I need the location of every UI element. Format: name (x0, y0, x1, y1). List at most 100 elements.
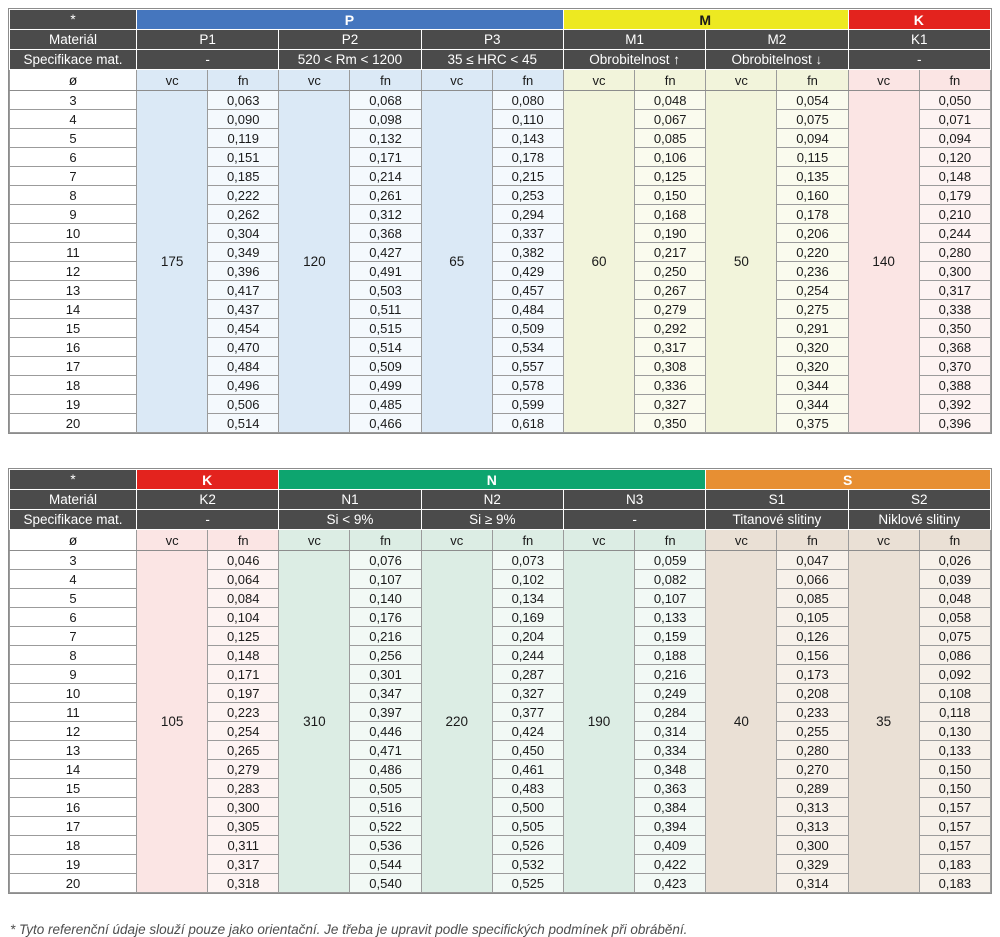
diameter-cell: 14 (9, 759, 137, 779)
material-header-N2: N2 (420, 489, 564, 510)
fn-value-P3: 0,080 (491, 90, 564, 110)
material-row-label: Materiál (9, 29, 137, 50)
table-row: 16 0,300 0,516 0,500 0,384 0,313 0,157 (9, 797, 992, 817)
cutting-data-table-pmk: * P M K Materiál P1 P2 P3 M1 M2 K1 Specifikace mat.… (8, 8, 992, 434)
table-row: 18 0,496 0,499 0,578 0,336 0,344 0,388 (9, 375, 992, 395)
fn-value-P2: 0,466 (349, 413, 422, 433)
fn-value-N3: 0,394 (634, 816, 707, 836)
fn-value-S2: 0,092 (918, 664, 992, 684)
fn-value-P3: 0,557 (491, 356, 564, 376)
fn-value-N2: 0,244 (491, 645, 564, 665)
material-header-M1: M1 (562, 29, 707, 50)
fn-value-N1: 0,505 (349, 778, 422, 798)
fn-value-P1: 0,119 (207, 128, 280, 148)
group-header-S: S (705, 469, 991, 490)
fn-value-P1: 0,514 (207, 413, 280, 433)
fn-value-N1: 0,076 (349, 550, 422, 570)
vc-value-P2: 120 (278, 90, 351, 433)
diameter-cell: 15 (9, 778, 137, 798)
vc-header-P3: vc (420, 69, 493, 91)
fn-value-K1: 0,244 (918, 223, 992, 243)
diameter-cell: 19 (9, 854, 137, 874)
fn-value-S1: 0,233 (776, 702, 849, 722)
spec-cell-S2: Niklové slitiny (847, 509, 992, 530)
fn-header-S2: fn (918, 529, 992, 551)
table-row: 18 0,311 0,536 0,526 0,409 0,300 0,157 (9, 835, 992, 855)
fn-value-P2: 0,427 (349, 242, 422, 262)
fn-value-S1: 0,066 (776, 569, 849, 589)
fn-header-P1: fn (207, 69, 280, 91)
vc-header-S1: vc (705, 529, 778, 551)
fn-value-S2: 0,157 (918, 835, 992, 855)
fn-value-N3: 0,363 (634, 778, 707, 798)
fn-value-M2: 0,206 (776, 223, 849, 243)
spec-cell-N1: Si < 9% (278, 509, 422, 530)
diameter-cell: 5 (9, 588, 137, 608)
fn-value-P2: 0,368 (349, 223, 422, 243)
table-row: 20 0,318 0,540 0,525 0,423 0,314 0,183 (9, 873, 992, 893)
fn-value-N3: 0,133 (634, 607, 707, 627)
fn-value-P1: 0,437 (207, 299, 280, 319)
table-row: 19 0,506 0,485 0,599 0,327 0,344 0,392 (9, 394, 992, 414)
fn-value-N1: 0,140 (349, 588, 422, 608)
fn-value-N2: 0,102 (491, 569, 564, 589)
fn-value-S1: 0,047 (776, 550, 849, 570)
fn-value-S1: 0,280 (776, 740, 849, 760)
fn-value-M2: 0,275 (776, 299, 849, 319)
fn-value-S2: 0,157 (918, 816, 992, 836)
group-header-P: P (136, 9, 564, 30)
fn-value-N1: 0,522 (349, 816, 422, 836)
fn-value-S2: 0,026 (918, 550, 992, 570)
fn-value-N1: 0,347 (349, 683, 422, 703)
fn-value-P1: 0,396 (207, 261, 280, 281)
fn-value-K2: 0,317 (207, 854, 280, 874)
fn-header-M2: fn (776, 69, 849, 91)
fn-value-N3: 0,348 (634, 759, 707, 779)
material-header-K1: K1 (847, 29, 992, 50)
fn-value-P3: 0,110 (491, 109, 564, 129)
fn-value-N2: 0,073 (491, 550, 564, 570)
fn-value-K2: 0,265 (207, 740, 280, 760)
fn-value-M1: 0,292 (634, 318, 707, 338)
fn-value-S2: 0,133 (918, 740, 992, 760)
material-header-S1: S1 (705, 489, 849, 510)
fn-value-K2: 0,064 (207, 569, 280, 589)
fn-value-M1: 0,336 (634, 375, 707, 395)
table-row: 12 0,254 0,446 0,424 0,314 0,255 0,130 (9, 721, 992, 741)
fn-value-K1: 0,368 (918, 337, 992, 357)
fn-value-P2: 0,511 (349, 299, 422, 319)
spec-cell-S1: Titanové slitiny (705, 509, 849, 530)
table-row: 15 0,283 0,505 0,483 0,363 0,289 0,150 (9, 778, 992, 798)
fn-value-K1: 0,094 (918, 128, 992, 148)
fn-value-S1: 0,270 (776, 759, 849, 779)
table-row: 14 0,279 0,486 0,461 0,348 0,270 0,150 (9, 759, 992, 779)
fn-value-S1: 0,289 (776, 778, 849, 798)
fn-value-P2: 0,261 (349, 185, 422, 205)
fn-value-K2: 0,104 (207, 607, 280, 627)
fn-value-K2: 0,223 (207, 702, 280, 722)
vc-value-K2: 105 (135, 550, 209, 893)
diameter-cell: 17 (9, 816, 137, 836)
vc-value-P3: 65 (420, 90, 493, 433)
diameter-cell: 18 (9, 375, 137, 395)
table-row: 3 105 0,046 310 0,076 220 0,073 190 0,059 40 0,047… (9, 550, 992, 893)
diameter-cell: 3 (9, 550, 137, 570)
fn-value-N2: 0,525 (491, 873, 564, 893)
fn-value-N3: 0,159 (634, 626, 707, 646)
spec-cell-M2: Obrobitelnost ↓ (705, 49, 849, 70)
spec-cell-M1: Obrobitelnost ↑ (562, 49, 707, 70)
fn-value-M1: 0,217 (634, 242, 707, 262)
fn-value-P1: 0,506 (207, 394, 280, 414)
fn-value-N1: 0,216 (349, 626, 422, 646)
fn-value-P2: 0,514 (349, 337, 422, 357)
diameter-cell: 20 (9, 873, 137, 893)
fn-header-N3: fn (634, 529, 707, 551)
material-header-P1: P1 (135, 29, 280, 50)
fn-value-P2: 0,098 (349, 109, 422, 129)
diameter-cell: 7 (9, 626, 137, 646)
vc-header-N3: vc (562, 529, 636, 551)
fn-value-S1: 0,313 (776, 797, 849, 817)
fn-value-M2: 0,075 (776, 109, 849, 129)
material-header-M2: M2 (705, 29, 849, 50)
diameter-cell: 8 (9, 645, 137, 665)
